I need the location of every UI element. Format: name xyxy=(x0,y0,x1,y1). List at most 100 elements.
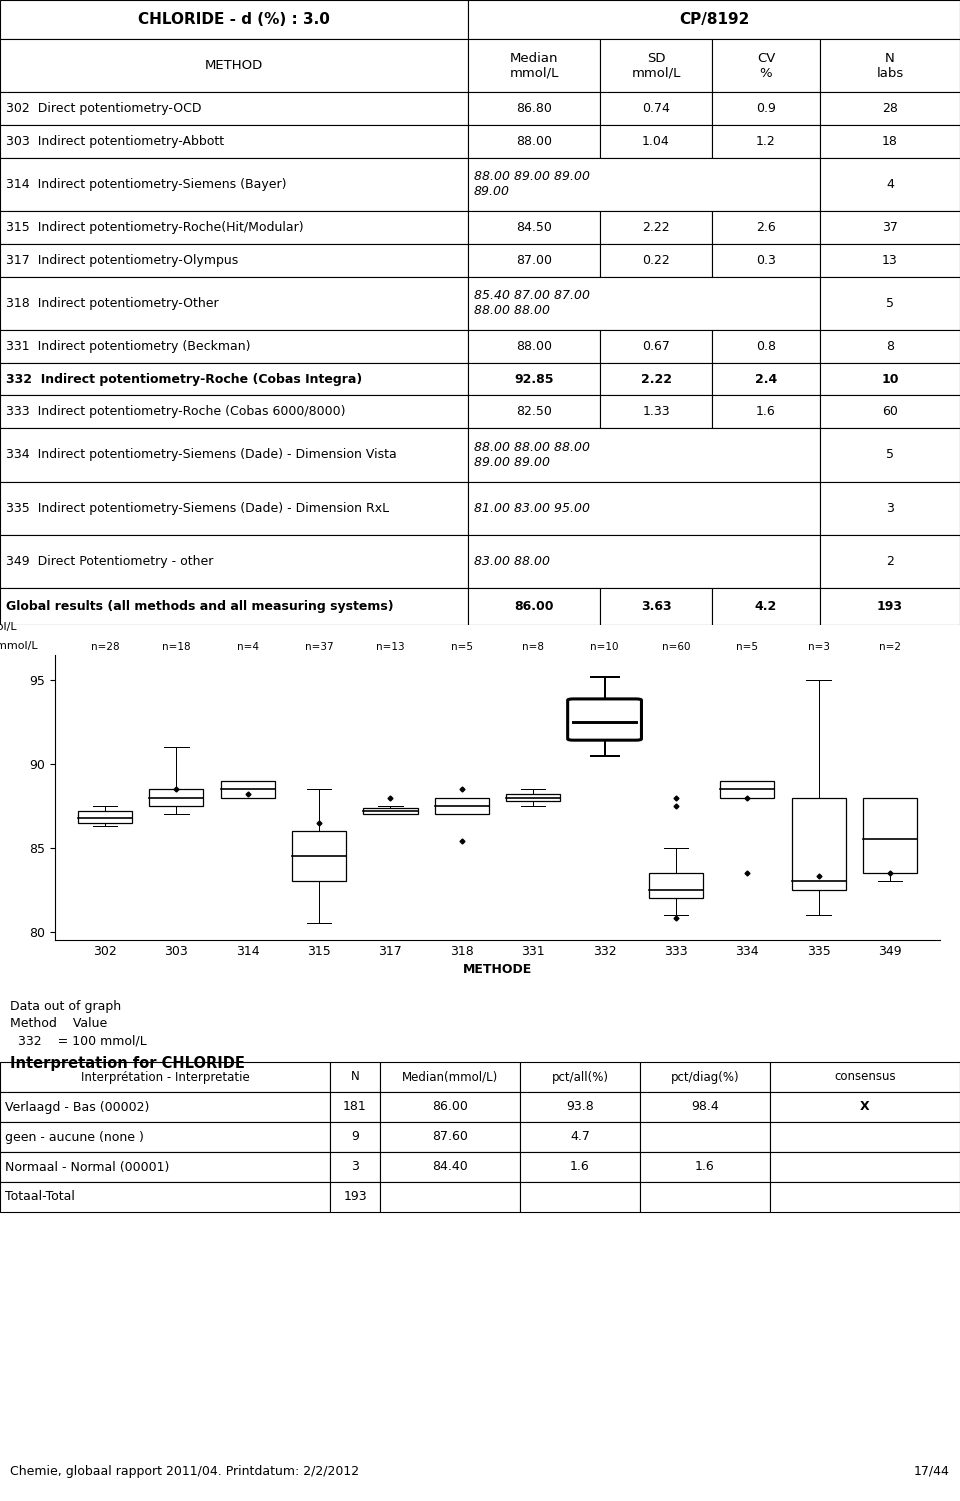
Text: CHLORIDE - d (%) : 3.0: CHLORIDE - d (%) : 3.0 xyxy=(138,12,330,27)
Text: mmol/L: mmol/L xyxy=(0,623,17,632)
Bar xyxy=(600,363,712,395)
Text: 88.00: 88.00 xyxy=(516,339,552,353)
Text: 0.3: 0.3 xyxy=(756,254,776,267)
Text: pct/diag(%): pct/diag(%) xyxy=(671,1070,739,1084)
Text: 5: 5 xyxy=(886,449,894,461)
Bar xyxy=(600,125,712,158)
Bar xyxy=(600,243,712,276)
Bar xyxy=(0,39,468,92)
Bar xyxy=(600,212,712,243)
Text: 2.22: 2.22 xyxy=(640,372,671,386)
Bar xyxy=(149,790,204,806)
Text: 17/44: 17/44 xyxy=(914,1465,950,1477)
Text: n=2: n=2 xyxy=(879,642,901,651)
Bar xyxy=(0,482,468,534)
Bar xyxy=(640,1123,770,1151)
Bar xyxy=(468,39,600,92)
Text: pct/all(%): pct/all(%) xyxy=(551,1070,609,1084)
Bar xyxy=(820,395,960,428)
Bar xyxy=(468,0,960,39)
Text: 2.6: 2.6 xyxy=(756,221,776,234)
Text: Global results (all methods and all measuring systems): Global results (all methods and all meas… xyxy=(6,600,394,612)
Bar xyxy=(0,0,468,39)
Text: 93.8: 93.8 xyxy=(566,1100,594,1114)
Bar xyxy=(363,809,418,814)
Text: 0.67: 0.67 xyxy=(642,339,670,353)
Bar xyxy=(380,1093,520,1123)
Text: 1.6: 1.6 xyxy=(570,1160,589,1174)
Text: 86.00: 86.00 xyxy=(515,600,554,612)
Bar xyxy=(712,330,820,363)
Bar xyxy=(468,363,600,395)
Text: n=8: n=8 xyxy=(522,642,544,651)
Bar xyxy=(520,1151,640,1181)
Text: consensus: consensus xyxy=(834,1070,896,1084)
Bar xyxy=(468,395,600,428)
Bar xyxy=(712,588,820,624)
Bar xyxy=(520,1093,640,1123)
Bar xyxy=(468,92,600,125)
Bar xyxy=(820,243,960,276)
Text: 335  Indirect potentiometry-Siemens (Dade) - Dimension RxL: 335 Indirect potentiometry-Siemens (Dade… xyxy=(6,501,389,515)
Bar xyxy=(0,243,468,276)
Bar xyxy=(380,1151,520,1181)
Bar xyxy=(820,428,960,482)
X-axis label: METHODE: METHODE xyxy=(463,964,532,977)
Text: 181: 181 xyxy=(343,1100,367,1114)
Bar xyxy=(649,874,703,898)
Text: 0.74: 0.74 xyxy=(642,102,670,116)
Text: 88.00: 88.00 xyxy=(516,135,552,149)
Bar xyxy=(720,781,775,797)
Text: 84.50: 84.50 xyxy=(516,221,552,234)
Text: n=10: n=10 xyxy=(590,642,619,651)
Bar xyxy=(0,395,468,428)
Text: 303  Indirect potentiometry-Abbott: 303 Indirect potentiometry-Abbott xyxy=(6,135,224,149)
Bar xyxy=(330,1181,380,1211)
Bar xyxy=(468,243,600,276)
Bar xyxy=(0,428,468,482)
Bar xyxy=(640,1093,770,1123)
Text: n=13: n=13 xyxy=(376,642,405,651)
Text: 13: 13 xyxy=(882,254,898,267)
Bar xyxy=(380,1181,520,1211)
Bar xyxy=(0,330,468,363)
Bar xyxy=(820,158,960,212)
Bar xyxy=(0,1063,330,1093)
Bar xyxy=(770,1063,960,1093)
Bar xyxy=(820,125,960,158)
Bar xyxy=(863,797,917,874)
Bar xyxy=(600,39,712,92)
Text: 315  Indirect potentiometry-Roche(Hit/Modular): 315 Indirect potentiometry-Roche(Hit/Mod… xyxy=(6,221,303,234)
Bar xyxy=(820,39,960,92)
Text: 5: 5 xyxy=(886,297,894,309)
Text: Median(mmol/L): Median(mmol/L) xyxy=(402,1070,498,1084)
Bar xyxy=(0,1151,330,1181)
Text: CP/8192: CP/8192 xyxy=(679,12,749,27)
Text: 1.2: 1.2 xyxy=(756,135,776,149)
Bar xyxy=(0,1123,330,1151)
Text: 1.6: 1.6 xyxy=(756,405,776,419)
Bar xyxy=(820,212,960,243)
Text: 333  Indirect potentiometry-Roche (Cobas 6000/8000): 333 Indirect potentiometry-Roche (Cobas … xyxy=(6,405,346,419)
Bar xyxy=(820,363,960,395)
Text: 9: 9 xyxy=(351,1130,359,1144)
Text: 92.85: 92.85 xyxy=(515,372,554,386)
Text: 314  Indirect potentiometry-Siemens (Bayer): 314 Indirect potentiometry-Siemens (Baye… xyxy=(6,179,286,191)
Bar xyxy=(0,588,468,624)
Text: Method    Value: Method Value xyxy=(10,1018,108,1030)
Text: 4.2: 4.2 xyxy=(755,600,778,612)
Text: 87.00: 87.00 xyxy=(516,254,552,267)
Text: Data out of graph: Data out of graph xyxy=(10,1000,121,1013)
Text: 317  Indirect potentiometry-Olympus: 317 Indirect potentiometry-Olympus xyxy=(6,254,238,267)
Text: 2: 2 xyxy=(886,555,894,567)
Text: mmol/L: mmol/L xyxy=(0,641,37,650)
Text: 1.6: 1.6 xyxy=(695,1160,715,1174)
Bar xyxy=(380,1063,520,1093)
Text: Normaal - Normal (00001): Normaal - Normal (00001) xyxy=(5,1160,169,1174)
Bar xyxy=(600,395,712,428)
Text: n=18: n=18 xyxy=(162,642,191,651)
Bar xyxy=(0,534,468,588)
Text: SD
mmol/L: SD mmol/L xyxy=(632,51,681,80)
Bar xyxy=(0,363,468,395)
Text: n=60: n=60 xyxy=(661,642,690,651)
